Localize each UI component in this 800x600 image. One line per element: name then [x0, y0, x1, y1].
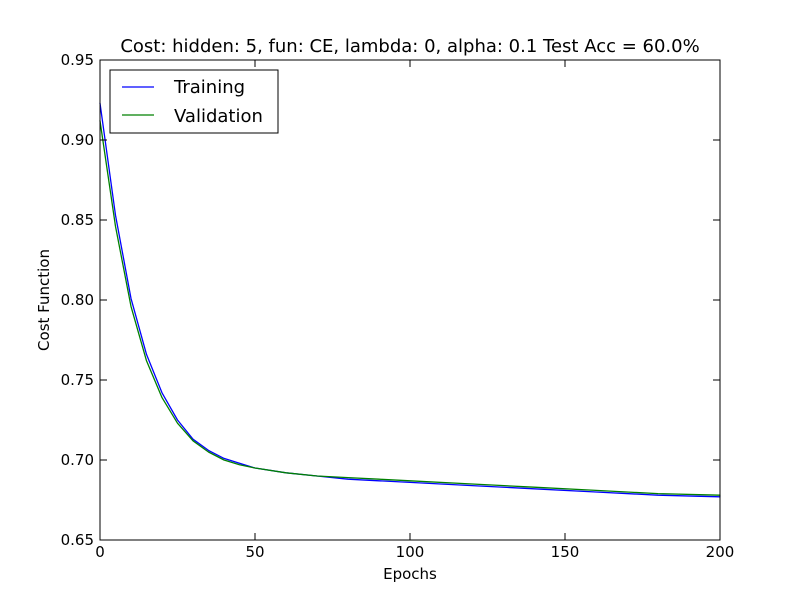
x-tick-label: 200: [706, 543, 735, 561]
x-tick-label: 100: [396, 543, 425, 561]
series-line-validation: [99, 120, 721, 496]
y-tick-label: 0.65: [61, 531, 94, 549]
axis-tick-labels: 0 50 100 150 200 0.65 0.70 0.75 0.80 0.85 0.90 0.95: [61, 51, 735, 561]
y-tick-label: 0.70: [61, 451, 94, 469]
x-tick-label: 0: [95, 543, 105, 561]
x-tick-label: 50: [245, 543, 264, 561]
y-tick-label: 0.75: [61, 371, 94, 389]
legend-box: [109, 69, 279, 134]
chart-title: Cost: hidden: 5, fun: CE, lambda: 0, alp…: [120, 36, 699, 57]
y-tick-label: 0.80: [61, 291, 94, 309]
x-tick-label: 150: [551, 543, 580, 561]
x-axis-label: Epochs: [383, 565, 437, 583]
plot-area-background: [100, 60, 720, 540]
y-tick-label: 0.95: [61, 51, 94, 69]
y-axis-label: Cost Function: [35, 249, 53, 351]
legend: Training Validation: [109, 69, 279, 134]
series-group: [99, 102, 721, 498]
y-tick-label: 0.90: [61, 131, 94, 149]
plot-frame: [99, 59, 721, 541]
legend-label-training: Training: [173, 77, 245, 98]
legend-label-validation: Validation: [174, 106, 263, 127]
y-tick-label: 0.85: [61, 211, 94, 229]
